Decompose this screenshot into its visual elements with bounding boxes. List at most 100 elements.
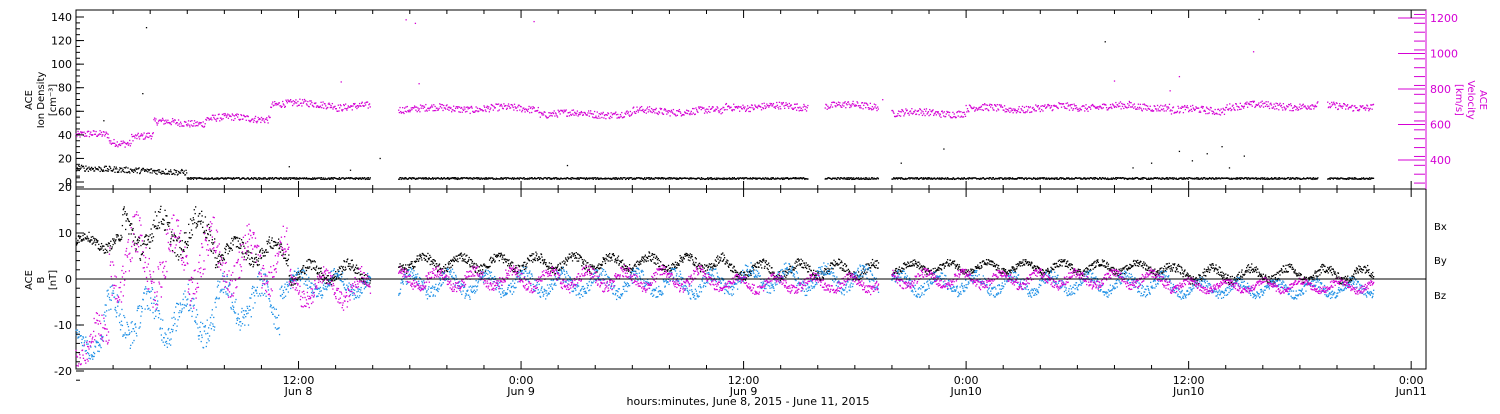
density-point bbox=[1086, 178, 1088, 180]
velocity-point bbox=[780, 102, 783, 104]
velocity-point bbox=[1105, 106, 1108, 109]
velocity-point bbox=[1360, 106, 1362, 108]
velocity-point bbox=[1064, 107, 1067, 109]
velocity-point bbox=[1109, 103, 1112, 106]
b-bx-point bbox=[521, 264, 524, 267]
velocity-point bbox=[412, 107, 414, 109]
b-bx-point bbox=[231, 249, 233, 251]
density-point bbox=[328, 178, 331, 180]
velocity-point bbox=[1298, 106, 1300, 108]
velocity-point bbox=[570, 114, 573, 116]
velocity-point bbox=[78, 132, 81, 135]
b-bx-point bbox=[272, 241, 275, 243]
velocity-point bbox=[1146, 109, 1148, 111]
b-bx-point bbox=[81, 240, 83, 242]
density-point bbox=[765, 177, 767, 179]
velocity-point bbox=[299, 98, 301, 100]
velocity-point bbox=[794, 106, 796, 109]
b-bx-point bbox=[486, 266, 488, 268]
b-bx-point bbox=[80, 239, 83, 241]
density-point bbox=[776, 178, 778, 180]
density-point bbox=[178, 170, 180, 173]
velocity-point bbox=[122, 140, 124, 142]
velocity-point bbox=[199, 122, 202, 124]
b-bx-point bbox=[150, 228, 152, 230]
velocity-point bbox=[701, 106, 703, 108]
velocity-point bbox=[145, 135, 147, 137]
velocity-point bbox=[364, 102, 366, 104]
velocity-point bbox=[1084, 107, 1087, 109]
velocity-point bbox=[1366, 105, 1369, 107]
density-point bbox=[223, 178, 225, 180]
velocity-point bbox=[262, 118, 264, 120]
velocity-point bbox=[738, 106, 740, 108]
velocity-point bbox=[114, 142, 116, 144]
velocity-point bbox=[909, 110, 911, 113]
b-bx-point bbox=[189, 218, 192, 220]
velocity-point bbox=[674, 114, 677, 116]
velocity-point bbox=[689, 113, 691, 116]
b-bx-point bbox=[117, 235, 119, 237]
b-bx-point bbox=[460, 252, 462, 254]
b-bx-point bbox=[265, 249, 267, 251]
velocity-point bbox=[1307, 105, 1309, 107]
velocity-point bbox=[1005, 108, 1007, 110]
data-layer bbox=[75, 18, 1375, 367]
b-bx-point bbox=[507, 265, 509, 267]
density-point bbox=[836, 178, 838, 181]
velocity-point bbox=[996, 103, 998, 106]
density-point bbox=[254, 177, 256, 179]
velocity-point bbox=[681, 114, 683, 116]
velocity-point bbox=[1337, 108, 1339, 111]
velocity-point bbox=[308, 106, 310, 108]
density-point bbox=[404, 178, 406, 180]
velocity-point bbox=[438, 107, 440, 110]
velocity-point bbox=[849, 104, 852, 106]
b-bx-point bbox=[330, 283, 333, 286]
velocity-point bbox=[306, 104, 308, 106]
density-point bbox=[147, 168, 150, 171]
b-bx-point bbox=[84, 237, 86, 239]
density-point bbox=[293, 177, 295, 179]
velocity-point bbox=[1125, 106, 1127, 108]
velocity-point bbox=[533, 107, 535, 109]
velocity-point bbox=[945, 113, 947, 115]
velocity-point bbox=[1074, 107, 1077, 110]
density-point bbox=[595, 178, 598, 180]
b-bx-point bbox=[301, 268, 303, 270]
velocity-point bbox=[873, 107, 875, 109]
velocity-point bbox=[503, 105, 506, 107]
velocity-point bbox=[736, 106, 738, 108]
velocity-point bbox=[528, 105, 530, 108]
velocity-point bbox=[777, 106, 779, 108]
b-bx-point bbox=[105, 251, 107, 254]
density-point bbox=[835, 177, 837, 179]
b-bx-point bbox=[595, 267, 597, 270]
b-bx-point bbox=[481, 269, 484, 271]
b-bx-point bbox=[115, 234, 118, 236]
velocity-point bbox=[1121, 102, 1123, 105]
density-point bbox=[420, 177, 422, 179]
velocity-point bbox=[762, 107, 764, 109]
velocity-point bbox=[540, 111, 542, 114]
velocity-point bbox=[735, 105, 737, 108]
density-point bbox=[320, 178, 322, 180]
velocity-point bbox=[833, 101, 835, 103]
density-point bbox=[1060, 177, 1062, 179]
density-point bbox=[1004, 177, 1006, 179]
density-point bbox=[782, 177, 784, 179]
velocity-point bbox=[497, 103, 500, 105]
b-bx-point bbox=[436, 263, 438, 265]
velocity-point bbox=[921, 110, 923, 112]
velocity-point bbox=[1223, 113, 1226, 115]
velocity-point bbox=[1154, 105, 1156, 108]
velocity-point bbox=[905, 110, 908, 112]
velocity-point bbox=[837, 101, 840, 103]
b-bx-point bbox=[591, 265, 594, 268]
velocity-point bbox=[420, 107, 422, 109]
velocity-point bbox=[435, 107, 438, 109]
b-bx-point bbox=[303, 265, 305, 267]
b-bx-point bbox=[592, 267, 594, 269]
velocity-point bbox=[772, 104, 774, 106]
velocity-point bbox=[956, 111, 958, 114]
